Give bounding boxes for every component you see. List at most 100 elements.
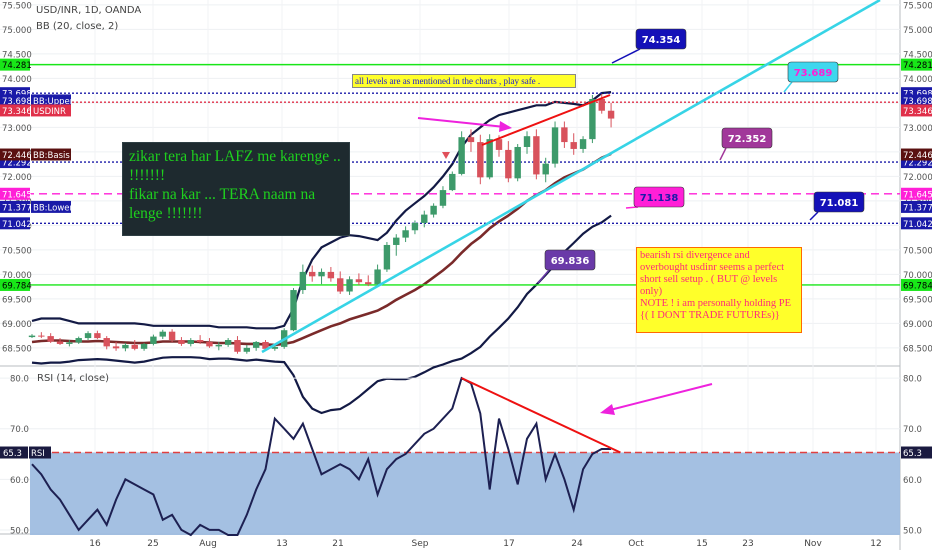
candle-body-40 <box>402 230 409 238</box>
candle-body-48 <box>477 142 484 178</box>
callout-box-1 <box>787 61 839 83</box>
callout-stem-2 <box>719 147 727 161</box>
note-left[interactable]: zikar tera har LAFZ me karenge .. !!!!!!… <box>122 142 350 236</box>
price-tick-label-14: 75.500 <box>903 1 932 11</box>
note-right[interactable]: bearish rsi divergence and overbought us… <box>636 247 802 333</box>
price-tick-label-1: 69.000 <box>903 320 932 330</box>
candle-body-1 <box>38 335 45 337</box>
rsi-divergence-line <box>461 377 621 454</box>
note-top[interactable]: all levels are as mentioned in the chart… <box>352 74 576 88</box>
candle-body-0 <box>28 335 36 338</box>
price-tick-label-7: 72.000 <box>903 173 932 183</box>
candle-body-44 <box>439 190 447 206</box>
candle-body-53 <box>523 136 531 147</box>
rsi-value-left: 65.3 <box>3 449 22 459</box>
rsi-tick-label-left-3: 80.0 <box>10 375 29 385</box>
candle-body-36 <box>365 282 372 285</box>
price-tick-label-left-2: 69.500 <box>2 295 32 305</box>
candle-body-30 <box>309 271 316 277</box>
callout-box-3 <box>633 186 685 208</box>
callout-stem-0 <box>611 48 641 64</box>
candle-body-33 <box>337 278 344 292</box>
chart-title: USD/INR, 1D, OANDA <box>36 5 142 16</box>
candle-body-41 <box>411 222 419 231</box>
price-tag-value-text-left-1: 73.346 <box>2 107 32 117</box>
level-tag-left-4 <box>0 187 30 200</box>
price-tick-label-2: 69.500 <box>903 295 932 305</box>
price-tick-label-3: 70.000 <box>903 271 932 281</box>
price-tag-value-text-right-3: 71.377 <box>903 203 932 213</box>
bb-upper-line <box>31 91 612 330</box>
bb-lower-line <box>31 214 612 415</box>
price-tag-value-text-left-2: 72.446 <box>2 151 32 161</box>
price-tag-value-left-0 <box>0 94 30 107</box>
candle-body-14 <box>159 331 166 337</box>
rsi-name-label: RSI <box>31 449 45 459</box>
candle-body-62 <box>607 110 615 119</box>
price-tick-label-13: 75.000 <box>903 26 932 36</box>
rsi-tick-label-left-0: 50.0 <box>10 526 29 536</box>
level-tag-right-0 <box>901 58 932 71</box>
level-tag-left-0 <box>0 58 30 71</box>
time-tick-label-6: 17 <box>503 539 514 549</box>
rsi-tick-label-left-1: 60.0 <box>10 476 29 486</box>
level-tag-right-4 <box>901 187 932 200</box>
candle-body-11 <box>131 344 138 349</box>
level-value-left-0: 74.281 <box>2 61 32 71</box>
price-tag-label-box-3 <box>31 200 71 213</box>
time-tick-label-4: 21 <box>332 539 343 549</box>
price-tag-value-right-1 <box>901 104 932 117</box>
candle-body-34 <box>346 279 353 292</box>
price-tag-value-left-3 <box>0 200 30 213</box>
callout-stem-1 <box>783 81 793 93</box>
candle-body-57 <box>561 127 568 143</box>
price-tick-label-4: 70.500 <box>903 246 932 256</box>
callout-value-5: 69.836 <box>551 256 590 267</box>
level-value-right-3: 72.292 <box>903 159 932 169</box>
callout-box-2 <box>721 127 773 149</box>
level-value-left-3: 72.292 <box>2 159 32 169</box>
candle-body-16 <box>178 340 185 344</box>
time-tick-label-3: 13 <box>276 539 287 549</box>
callout-box-0 <box>635 28 687 50</box>
candle-body-18 <box>196 340 204 342</box>
rsi-arrow-shaft <box>609 383 713 411</box>
candle-body-21 <box>224 340 232 345</box>
price-tag-label-box-1 <box>31 104 71 117</box>
price-tag-value-text-left-0: 73.698 <box>2 97 32 107</box>
price-tag-label-1: USDINR <box>33 107 66 117</box>
price-arrow-shaft <box>417 117 506 128</box>
rsi-value-tag-right <box>901 446 932 459</box>
candle-body-43 <box>430 205 437 215</box>
candle-body-2 <box>47 336 54 342</box>
candle-body-23 <box>243 347 251 352</box>
price-tag-value-left-1 <box>0 104 30 117</box>
price-tag-value-right-3 <box>901 200 932 213</box>
callout-value-3: 71.138 <box>640 193 679 204</box>
price-tick-label-0: 68.500 <box>903 344 932 354</box>
candle-body-58 <box>570 142 577 149</box>
level-value-left-5: 71.042 <box>2 220 32 230</box>
candle-body-3 <box>56 341 64 344</box>
callout-box-5 <box>544 249 596 271</box>
candle-body-29 <box>299 271 307 291</box>
time-tick-label-5: Sep <box>412 539 429 549</box>
candle-body-10 <box>122 344 129 349</box>
price-tag-label-3: BB:Lower <box>33 203 73 213</box>
signal-marker <box>442 152 450 159</box>
price-tag-value-text-left-3: 71.377 <box>2 203 32 213</box>
candle-body-60 <box>589 98 596 140</box>
price-resistance-line <box>481 94 611 146</box>
rsi-tick-label-2: 70.0 <box>903 425 922 435</box>
price-tag-label-box-2 <box>31 148 71 161</box>
callout-value-2: 72.352 <box>728 134 767 145</box>
candle-body-26 <box>271 346 279 349</box>
candle-body-25 <box>262 341 269 349</box>
price-tag-value-text-right-0: 73.698 <box>903 97 932 107</box>
price-arrow-head <box>499 121 512 132</box>
level-tag-left-6 <box>0 278 30 291</box>
price-tag-label-box-0 <box>31 94 71 107</box>
price-tick-label-left-13: 75.000 <box>2 26 32 36</box>
level-tag-left-5 <box>0 217 30 230</box>
candle-body-20 <box>215 344 222 347</box>
